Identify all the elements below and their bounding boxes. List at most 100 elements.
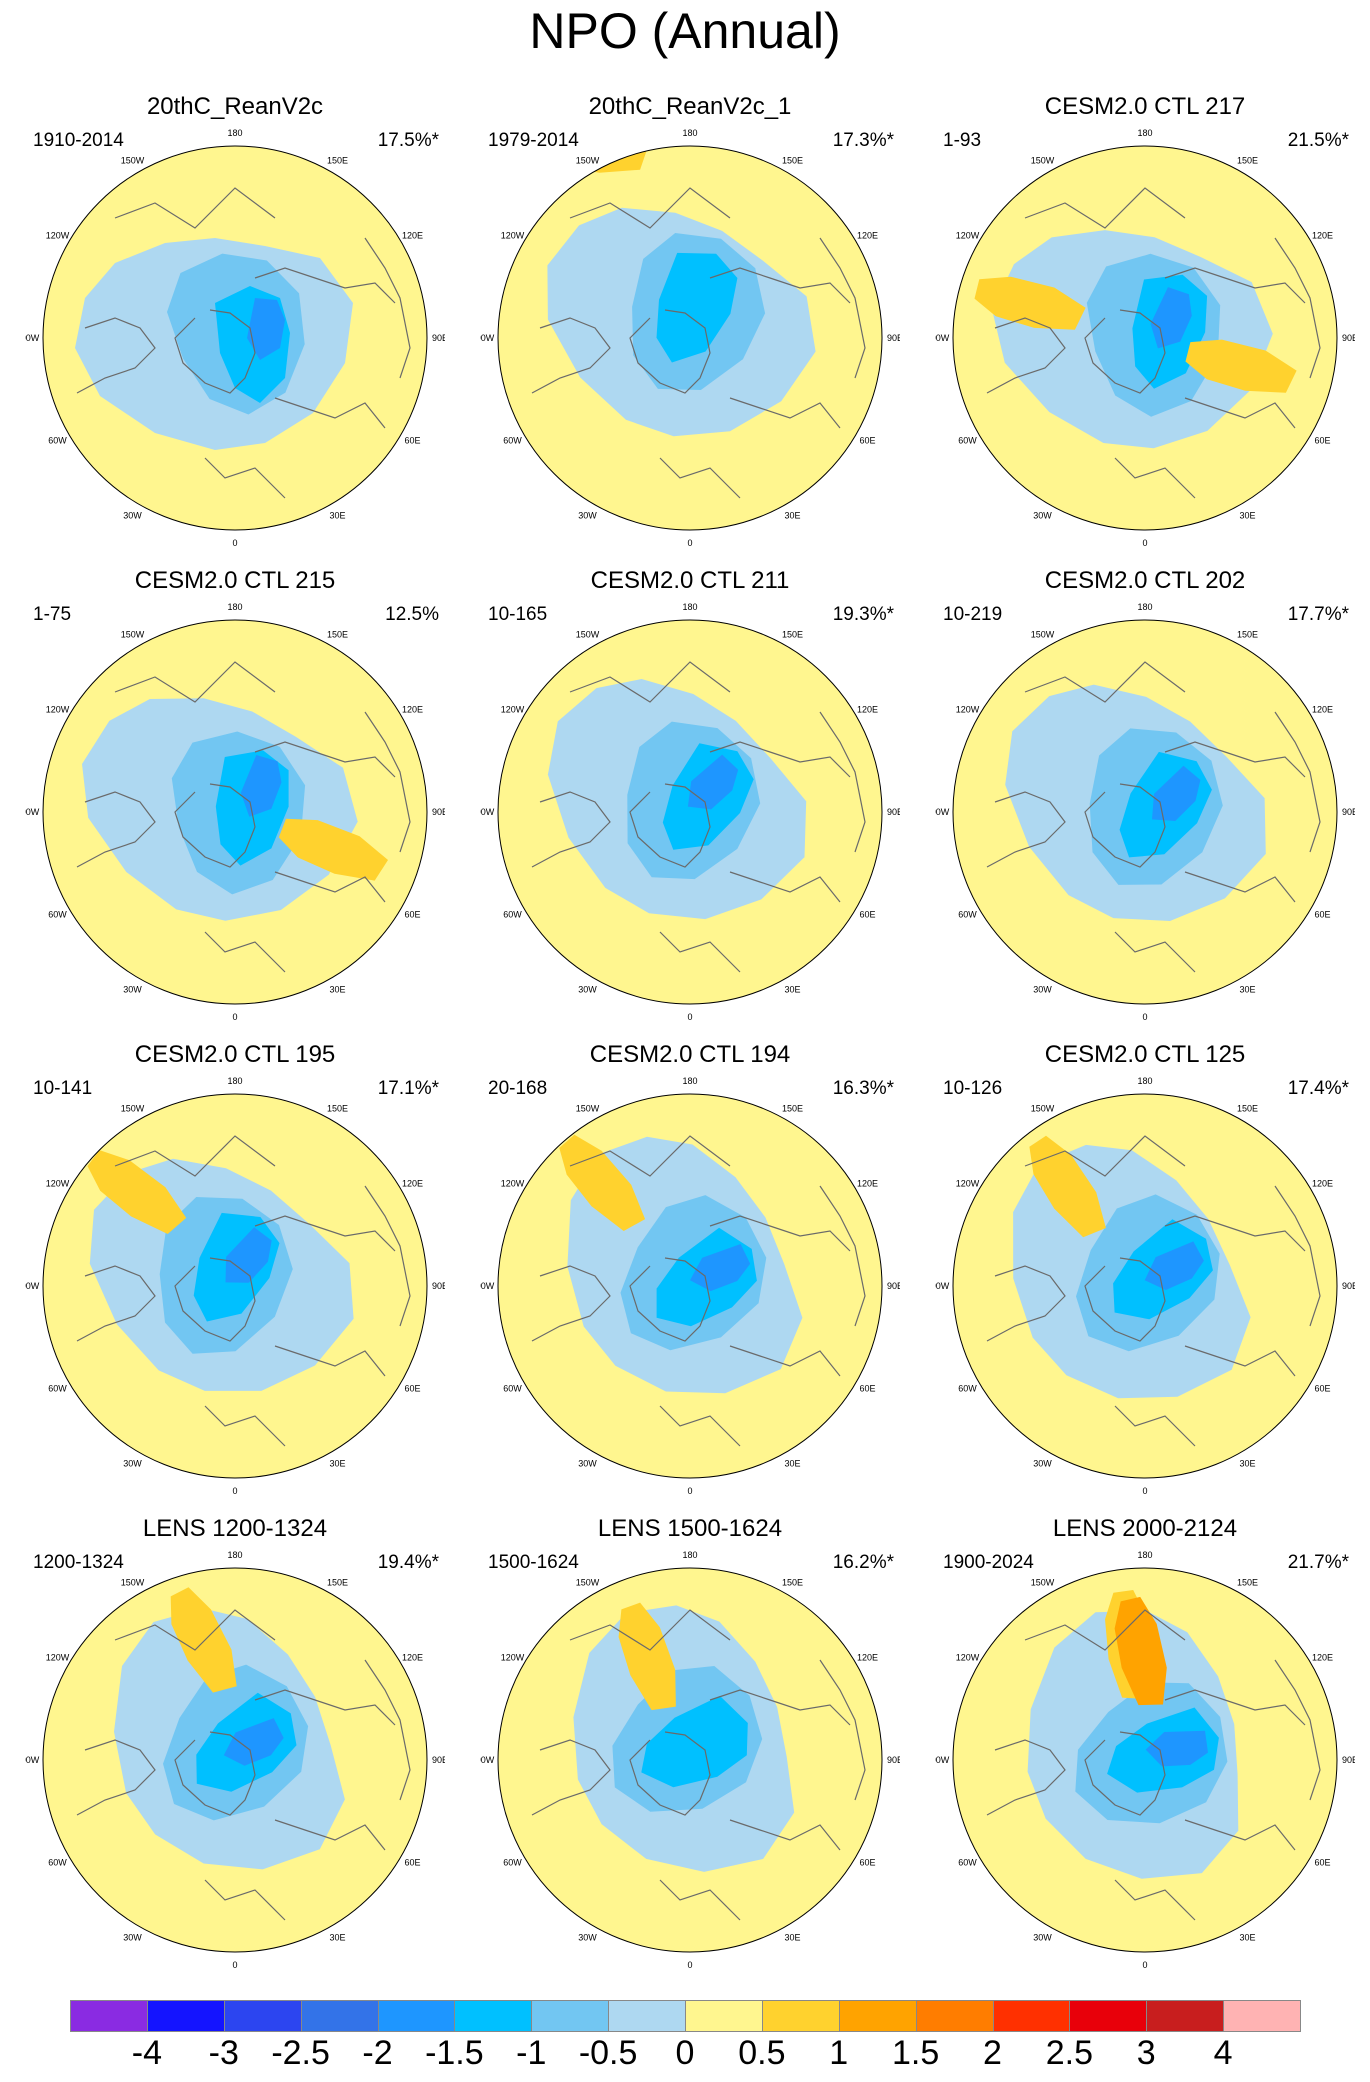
positive-anomaly-region: [1185, 339, 1297, 393]
colorbar-swatch: [223, 2000, 302, 2032]
coastline: [569, 1609, 731, 1651]
longitude-label: 30W: [123, 1933, 142, 1943]
period-label: 10-219: [943, 604, 1003, 625]
coastline: [254, 1689, 396, 1726]
coastline: [76, 791, 156, 868]
panel-title: CESM2.0 CTL 217: [1044, 93, 1246, 120]
longitude-label: 60E: [404, 910, 420, 920]
colorbar-tick-label: 0: [675, 2034, 695, 2072]
coastline: [819, 237, 866, 379]
longitude-label: 90W: [25, 1281, 40, 1291]
longitude-label: 150E: [327, 630, 348, 640]
polar-map: 180 150E 120E 90E 60E 30E 0 30W 60W 90W 120W 150W: [25, 1550, 445, 1968]
coastline: [709, 1689, 851, 1726]
coastline: [819, 1185, 866, 1327]
longitude-label: 150W: [1031, 1578, 1055, 1588]
map-panel: 20thC_ReanV2c_1 180 150E 120E 90E 60E 30E 0 30W 6…: [480, 92, 900, 562]
longitude-label: 90E: [887, 1755, 900, 1765]
longitude-label: 180: [1137, 128, 1152, 138]
map-border: [497, 1093, 883, 1479]
longitude-label: 180: [682, 1076, 697, 1086]
negative-anomaly-region: [690, 1244, 751, 1292]
coastline: [274, 1345, 386, 1377]
coastline: [1114, 457, 1196, 499]
longitude-label: 60W: [503, 1858, 522, 1868]
longitude-label: 150E: [327, 1104, 348, 1114]
longitude-label: 90E: [432, 1755, 445, 1765]
longitude-label: 30W: [123, 511, 142, 521]
negative-anomaly-region: [247, 298, 285, 360]
longitude-label: 150W: [1031, 156, 1055, 166]
longitude-label: 150E: [782, 1578, 803, 1588]
colorbar-tick-label: -1: [516, 2034, 547, 2072]
longitude-label: 0: [1142, 1012, 1147, 1020]
coastline: [114, 187, 276, 229]
coastline: [1164, 267, 1306, 304]
longitude-label: 150E: [1237, 156, 1258, 166]
longitude-label: 150W: [121, 1578, 145, 1588]
longitude-label: 60E: [1314, 1384, 1330, 1394]
map-border: [952, 1093, 1338, 1479]
longitude-label: 120E: [402, 231, 423, 241]
coastline: [174, 309, 256, 394]
colorbar-tick-label: -2.5: [271, 2034, 330, 2072]
longitude-label: 180: [682, 128, 697, 138]
longitude-label: 120E: [857, 705, 878, 715]
longitude-label: 120W: [956, 231, 980, 241]
longitude-label: 60E: [859, 436, 875, 446]
longitude-label: 120W: [501, 231, 525, 241]
map-border: [952, 145, 1338, 531]
colorbar-swatch: [838, 2000, 917, 2032]
colorbar-tick-label: 0.5: [738, 2034, 786, 2072]
longitude-label: 120E: [1312, 705, 1333, 715]
longitude-label: 120E: [857, 1179, 878, 1189]
longitude-label: 30E: [784, 1459, 800, 1469]
coastline: [729, 397, 841, 429]
longitude-label: 60W: [958, 436, 977, 446]
longitude-label: 180: [682, 1550, 697, 1560]
longitude-label: 90W: [25, 807, 40, 817]
longitude-label: 90W: [480, 1755, 495, 1765]
longitude-label: 90W: [935, 333, 950, 343]
longitude-label: 120E: [857, 1653, 878, 1663]
colorbar-tick-label: 4: [1213, 2034, 1233, 2072]
coastline: [1274, 711, 1321, 853]
longitude-label: 60W: [958, 910, 977, 920]
longitude-label: 150E: [1237, 1104, 1258, 1114]
longitude-label: 60W: [503, 1384, 522, 1394]
colorbar-tick-label: -0.5: [578, 2034, 638, 2072]
coastline: [174, 1257, 256, 1342]
colorbar-swatch: [1146, 2000, 1225, 2032]
period-label: 1-93: [943, 130, 982, 151]
variance-explained-label: 16.2%*: [832, 1552, 894, 1573]
variance-explained-label: 17.4%*: [1287, 1078, 1349, 1099]
coastline: [114, 661, 276, 703]
colorbar-swatch: [915, 2000, 994, 2032]
period-label: 10-126: [943, 1078, 1003, 1099]
panel-title: 20thC_ReanV2c_1: [588, 93, 792, 120]
coastline: [629, 1731, 711, 1816]
longitude-label: 30E: [1239, 1933, 1255, 1943]
longitude-label: 120E: [1312, 1179, 1333, 1189]
period-label: 1200-1324: [33, 1552, 124, 1573]
coastline: [1024, 187, 1186, 229]
coastline: [114, 1609, 276, 1651]
coastline: [709, 267, 851, 304]
map-border: [42, 619, 428, 1005]
map-border: [497, 1567, 883, 1953]
coastline: [1084, 1731, 1166, 1816]
colorbar-swatch: [377, 2000, 456, 2032]
longitude-label: 90W: [480, 807, 495, 817]
polar-map: 180 150E 120E 90E 60E 30E 0 30W 60W 90W 120W 150W: [480, 602, 900, 1020]
longitude-label: 120W: [46, 231, 70, 241]
map-panel: LENS 2000-2124 180 150E 120E 90E 60E 30E 0 30W 60…: [935, 1514, 1355, 1984]
negative-anomaly-region: [240, 755, 282, 817]
map-panel: LENS 1500-1624 180 150E 120E 90E 60E 30E 0 30W 60…: [480, 1514, 900, 1984]
polar-map: 180 150E 120E 90E 60E 30E 0 30W 60W 90W 120W 150W: [935, 1550, 1355, 1968]
colorbar-tick-label: 3: [1136, 2034, 1156, 2072]
longitude-label: 30E: [329, 1933, 345, 1943]
coastline: [274, 871, 386, 903]
longitude-label: 0: [232, 1012, 237, 1020]
coastline: [629, 1257, 711, 1342]
coastline: [986, 1265, 1066, 1342]
